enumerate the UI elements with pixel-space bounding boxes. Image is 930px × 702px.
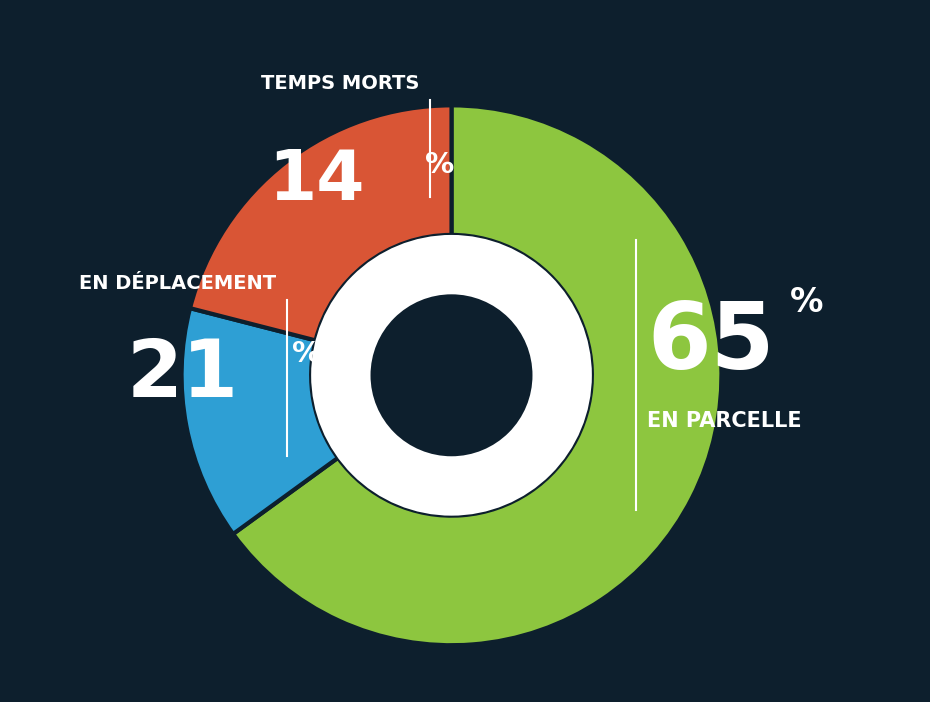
Wedge shape — [190, 105, 451, 340]
Text: EN PARCELLE: EN PARCELLE — [647, 411, 802, 431]
Circle shape — [370, 294, 533, 456]
Wedge shape — [181, 308, 338, 534]
Text: 14: 14 — [269, 147, 365, 214]
Circle shape — [312, 235, 591, 516]
Text: %: % — [424, 151, 454, 179]
Text: 65: 65 — [647, 298, 775, 388]
Text: %: % — [790, 286, 824, 319]
Text: %: % — [292, 340, 322, 368]
Wedge shape — [233, 105, 722, 645]
Text: 21: 21 — [126, 336, 238, 414]
Text: EN DÉPLACEMENT: EN DÉPLACEMENT — [79, 274, 276, 293]
Text: TEMPS MORTS: TEMPS MORTS — [260, 74, 419, 93]
